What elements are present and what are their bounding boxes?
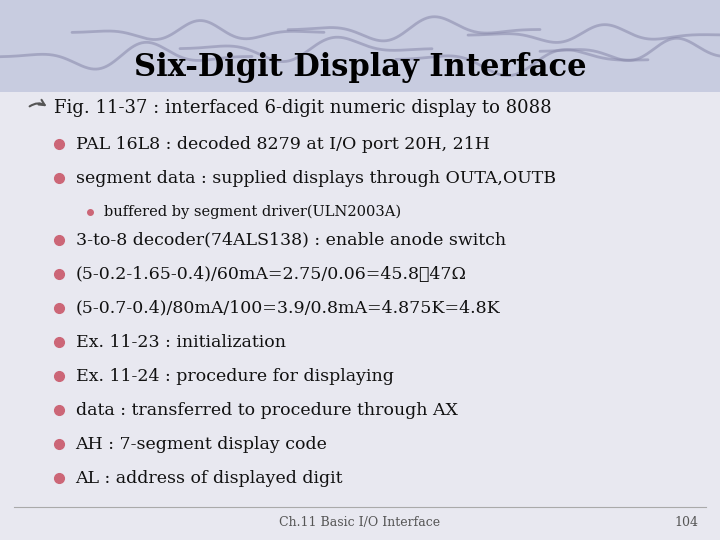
- Text: PAL 16L8 : decoded 8279 at I/O port 20H, 21H: PAL 16L8 : decoded 8279 at I/O port 20H,…: [76, 136, 490, 153]
- Text: data : transferred to procedure through AX: data : transferred to procedure through …: [76, 402, 457, 419]
- Text: AL : address of displayed digit: AL : address of displayed digit: [76, 470, 343, 487]
- Text: 104: 104: [675, 516, 698, 529]
- Text: Ex. 11-24 : procedure for displaying: Ex. 11-24 : procedure for displaying: [76, 368, 393, 385]
- Text: segment data : supplied displays through OUTA,OUTB: segment data : supplied displays through…: [76, 170, 556, 187]
- Text: Fig. 11-37 : interfaced 6-digit numeric display to 8088: Fig. 11-37 : interfaced 6-digit numeric …: [54, 99, 552, 117]
- Text: 3-to-8 decoder(74ALS138) : enable anode switch: 3-to-8 decoder(74ALS138) : enable anode …: [76, 232, 505, 249]
- Text: AH : 7-segment display code: AH : 7-segment display code: [76, 436, 328, 453]
- Text: (5-0.7-0.4)/80mA/100=3.9/0.8mA=4.875K=4.8K: (5-0.7-0.4)/80mA/100=3.9/0.8mA=4.875K=4.…: [76, 300, 500, 317]
- FancyBboxPatch shape: [0, 0, 720, 92]
- Text: (5-0.2-1.65-0.4)/60mA=2.75/0.06=45.8≇47Ω: (5-0.2-1.65-0.4)/60mA=2.75/0.06=45.8≇47Ω: [76, 266, 467, 283]
- Text: Six-Digit Display Interface: Six-Digit Display Interface: [134, 52, 586, 83]
- Text: Ex. 11-23 : initialization: Ex. 11-23 : initialization: [76, 334, 286, 351]
- Text: Ch.11 Basic I/O Interface: Ch.11 Basic I/O Interface: [279, 516, 441, 529]
- Text: buffered by segment driver(ULN2003A): buffered by segment driver(ULN2003A): [104, 205, 402, 219]
